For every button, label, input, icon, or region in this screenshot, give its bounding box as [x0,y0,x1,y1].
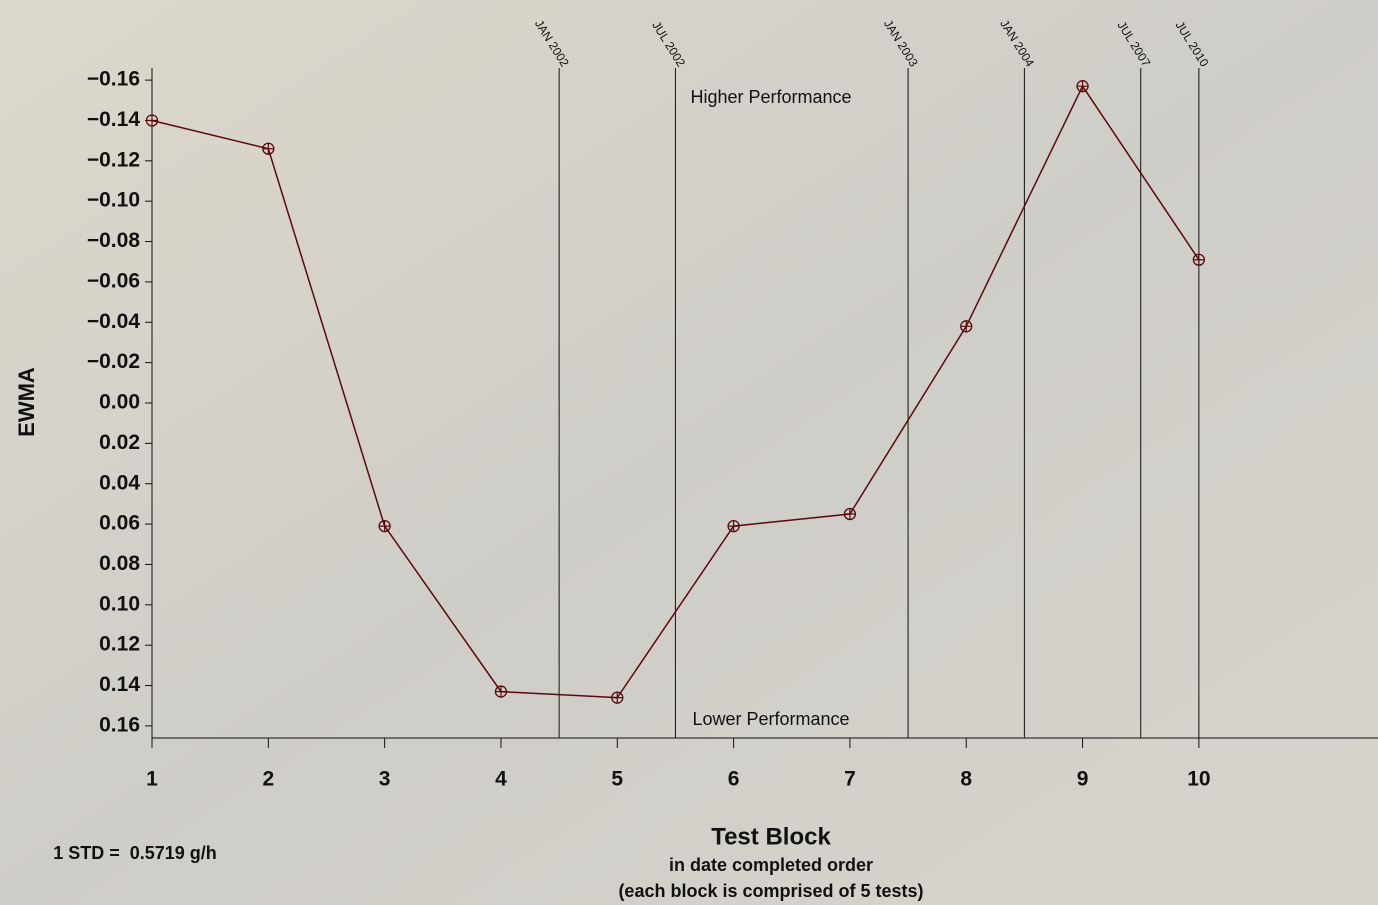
y-tick-label: 0.10 [99,592,140,615]
x-tick-label: 6 [728,768,740,791]
y-tick-label: −0.04 [87,310,140,333]
annotation-top: Higher Performance [690,87,851,107]
x-axis-title: Test Block [711,823,831,850]
y-tick-label: 0.04 [99,471,140,494]
y-tick-label: 0.12 [99,633,140,656]
x-tick-label: 3 [379,768,391,791]
data-point [494,685,508,698]
x-tick-label: 8 [960,768,972,791]
x-tick-label: 2 [262,768,274,791]
data-point [145,114,159,127]
annotation-bottom: Lower Performance [692,709,849,729]
data-point [1192,253,1206,266]
x-tick-label: 4 [495,768,507,791]
x-tick-label: 5 [611,768,623,791]
y-tick-label: −0.08 [87,229,140,252]
data-point [727,519,740,533]
data-point [378,519,391,533]
y-axis-title: EWMA [14,367,39,437]
series-line [151,84,1200,699]
x-tick-label: 10 [1187,768,1210,791]
y-tick-label: −0.12 [87,148,140,171]
x-tick-label: 7 [844,768,856,791]
y-tick-label: 0.14 [99,673,140,696]
y-tick-label: 0.00 [99,391,140,414]
x-tick-label: 9 [1077,768,1089,791]
y-tick-label: 0.16 [99,713,140,736]
y-tick-label: 0.06 [99,512,140,535]
data-point [262,142,275,155]
note: 1 STD = 0.5719 g/h [53,843,217,863]
data-point [611,691,624,704]
data-point [1076,80,1089,93]
x-axis-subtitle: in date completed order [669,855,873,875]
y-tick-label: −0.16 [87,68,140,91]
y-tick-label: −0.06 [87,269,140,292]
y-tick-label: −0.10 [87,189,140,212]
data-point [960,320,973,333]
y-tick-label: −0.02 [87,350,140,373]
y-tick-label: −0.14 [87,108,140,131]
x-axis-subtitle: (each block is comprised of 5 tests) [618,881,923,901]
y-tick-label: 0.02 [99,431,140,454]
x-tick-label: 1 [146,768,158,791]
y-tick-label: 0.08 [99,552,140,575]
data-point [843,507,857,521]
